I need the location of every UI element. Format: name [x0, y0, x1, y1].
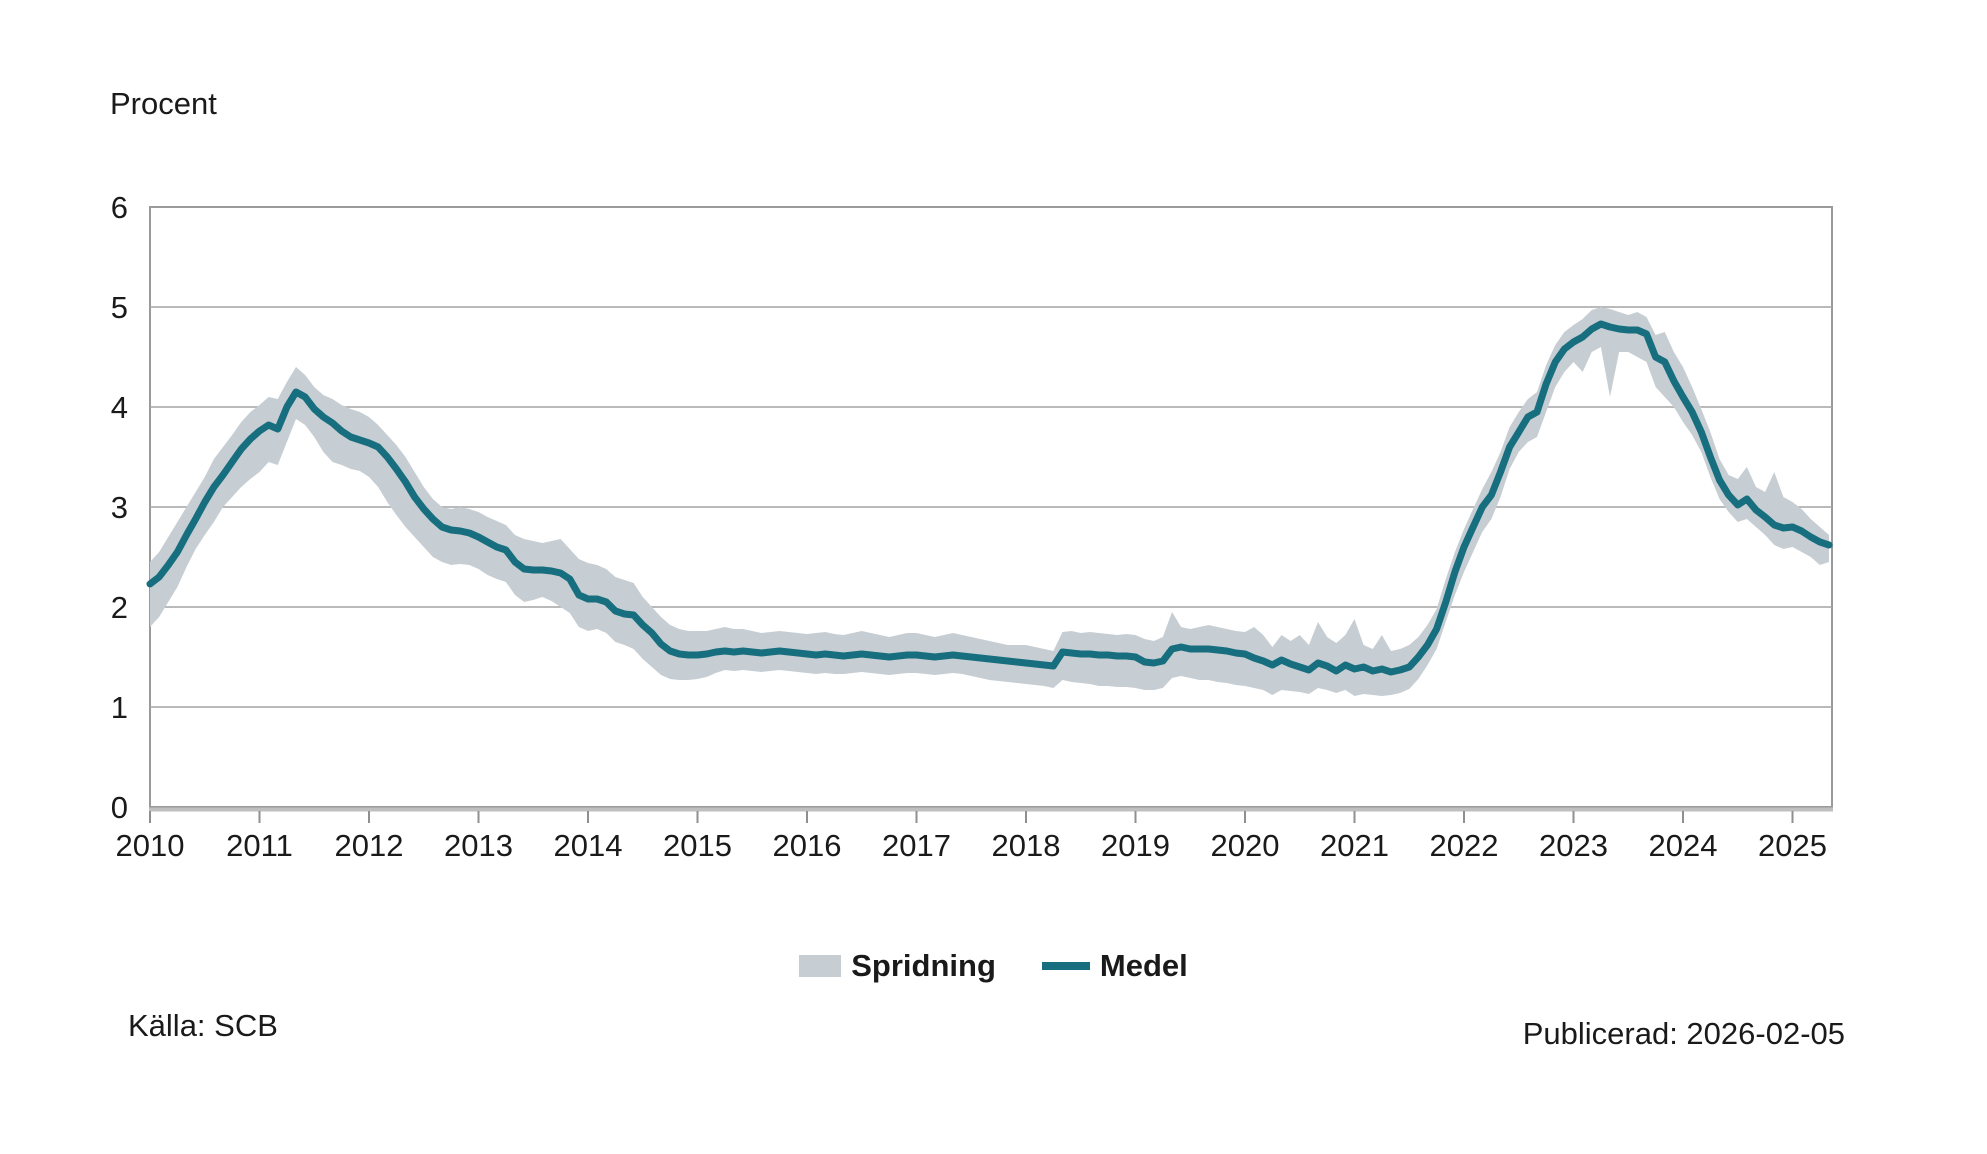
x-tick-label: 2020 [1211, 828, 1280, 863]
x-tick-label: 2013 [444, 828, 513, 863]
x-tick-label: 2025 [1758, 828, 1827, 863]
spridning-band [150, 307, 1829, 696]
published-date: Publicerad: 2026-02-05 [1522, 1016, 1845, 1051]
x-tick-label: 2019 [1101, 828, 1170, 863]
y-tick-label: 2 [111, 590, 128, 625]
x-tick-label: 2021 [1320, 828, 1389, 863]
legend-item-spridning: Spridning [799, 948, 996, 984]
x-tick-label: 2014 [554, 828, 623, 863]
medel-line-swatch-icon [1041, 962, 1090, 970]
y-tick-label: 1 [111, 690, 128, 725]
trend-chart: 2010 2011 2012 2013 2014 2015 2016 2017 2018 2019… [111, 190, 1833, 863]
y-tick-label: 4 [111, 390, 128, 425]
y-tick-label: 6 [111, 190, 128, 225]
chart-legend: Spridning Medel [0, 948, 1987, 984]
medel-line [146, 320, 1833, 676]
source-note: Källa: SCB [128, 1008, 278, 1043]
x-tick-label: 2016 [773, 828, 842, 863]
x-tick-label: 2024 [1649, 828, 1718, 863]
x-tick-label: 2023 [1539, 828, 1608, 863]
y-tick-label: 0 [111, 790, 128, 825]
legend-item-medel: Medel [1041, 948, 1188, 984]
x-tick-label: 2010 [116, 828, 185, 863]
x-tick-label: 2017 [882, 828, 951, 863]
legend-label-medel: Medel [1099, 948, 1188, 983]
y-axis-unit-label: Procent [110, 86, 217, 121]
spridning-band-swatch-icon [799, 955, 842, 977]
x-tick-label: 2022 [1430, 828, 1499, 863]
x-tick-label: 2012 [335, 828, 404, 863]
x-tick-label: 2015 [663, 828, 732, 863]
legend-label-spridning: Spridning [851, 948, 996, 983]
x-tick-label: 2018 [992, 828, 1061, 863]
y-tick-label: 3 [111, 490, 128, 525]
y-tick-label: 5 [111, 290, 128, 325]
x-tick-label: 2011 [226, 828, 293, 863]
